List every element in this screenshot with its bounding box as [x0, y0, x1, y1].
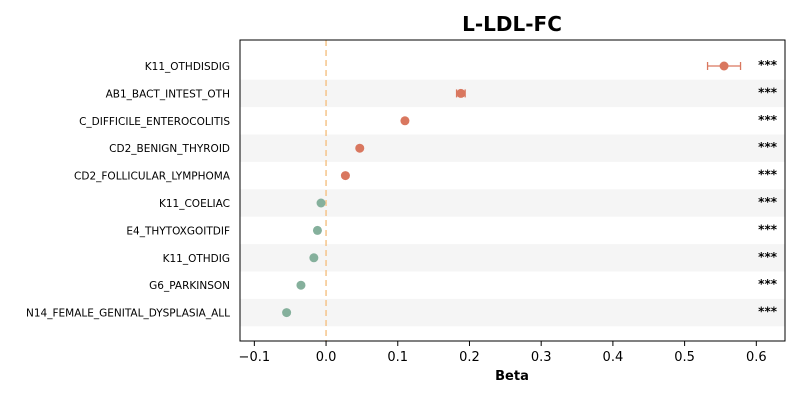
- beta-point: [456, 88, 466, 98]
- significance-label: ***: [758, 250, 778, 264]
- chart-title: L-LDL-FC: [462, 12, 562, 36]
- significance-label: ***: [758, 277, 778, 291]
- row-label: E4_THYTOXGOITDIF: [126, 225, 230, 237]
- x-tick-label: 0.1: [387, 350, 408, 365]
- beta-point: [282, 308, 292, 318]
- x-tick-label: 0.4: [603, 350, 624, 365]
- row-shade: [240, 134, 785, 162]
- data-marks: [282, 61, 742, 318]
- beta-point: [316, 198, 326, 208]
- row-label: K11_COELIAC: [159, 198, 230, 210]
- row-label: N14_FEMALE_GENITAL_DYSPLASIA_ALL: [26, 308, 230, 320]
- beta-point: [400, 116, 410, 126]
- beta-point: [309, 253, 319, 263]
- significance-label: ***: [758, 305, 778, 319]
- x-tick-label: 0.2: [459, 350, 480, 365]
- row-label: CD2_FOLLICULAR_LYMPHOMA: [74, 171, 231, 183]
- row-label: AB1_BACT_INTEST_OTH: [106, 88, 230, 100]
- x-tick-label: 0.5: [674, 350, 695, 365]
- row-label: CD2_BENIGN_THYROID: [109, 143, 230, 155]
- beta-point: [296, 280, 306, 290]
- x-axis-label: Beta: [495, 369, 529, 384]
- significance-label: ***: [758, 85, 778, 99]
- x-tick-label: −0.1: [239, 350, 271, 365]
- beta-point: [312, 225, 322, 235]
- significance-label: ***: [758, 140, 778, 154]
- significance-label: ***: [758, 168, 778, 182]
- row-shade: [240, 79, 785, 108]
- row-shade: [240, 189, 785, 217]
- x-tick-label: 0.3: [531, 350, 552, 365]
- plot-frame: [239, 39, 786, 342]
- beta-point: [719, 61, 729, 71]
- x-tick-label: 0.0: [316, 350, 337, 365]
- beta-point: [355, 143, 365, 153]
- significance-label: ***: [758, 195, 778, 209]
- significance-label: ***: [758, 58, 778, 72]
- row-label: K11_OTHDIG: [163, 253, 230, 265]
- x-axis: −0.1 0.0 0.1 0.2 0.3 0.4 0.5 0.6: [239, 341, 767, 365]
- row-shade: [240, 244, 785, 272]
- significance-label: ***: [758, 113, 778, 127]
- significance-label: ***: [758, 222, 778, 236]
- x-tick-label: 0.6: [746, 350, 767, 365]
- row-label: G6_PARKINSON: [149, 280, 230, 292]
- row-shade: [240, 298, 785, 327]
- beta-point: [340, 171, 350, 181]
- row-labels: K11_OTHDISDIG AB1_BACT_INTEST_OTH C_DIFFIC…: [26, 61, 231, 320]
- row-label: K11_OTHDISDIG: [145, 61, 230, 73]
- significance-labels: *** *** *** *** *** *** *** *** *** ***: [758, 58, 778, 319]
- row-backgrounds: [240, 79, 785, 327]
- row-label: C_DIFFICILE_ENTEROCOLITIS: [79, 116, 230, 128]
